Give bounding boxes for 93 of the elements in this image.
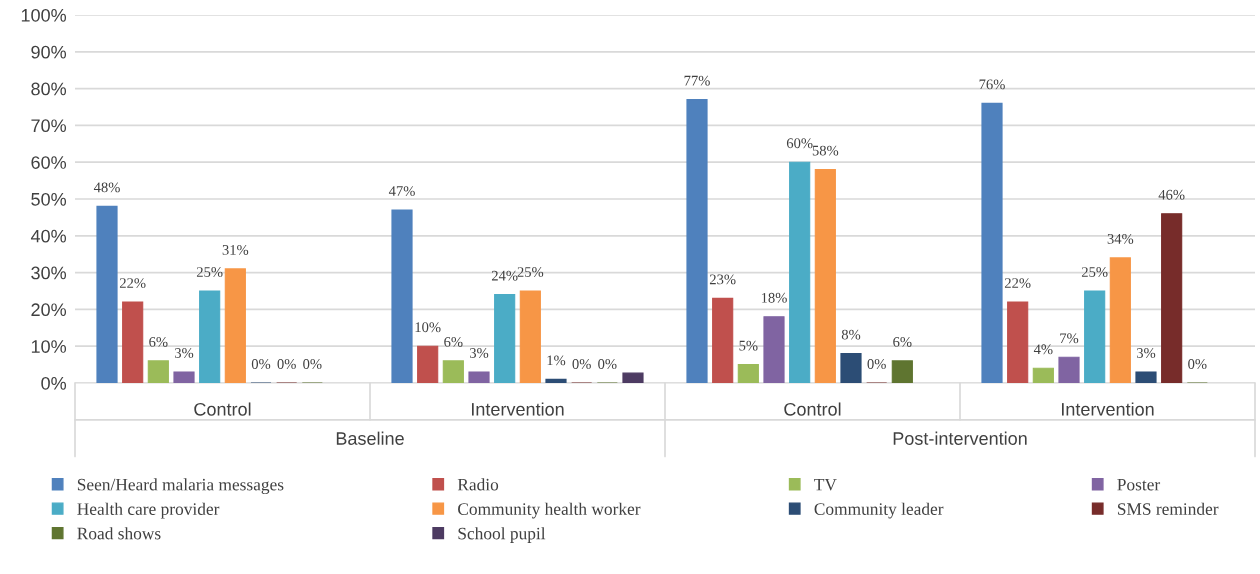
data-label: 24% <box>491 270 518 281</box>
data-label: 31% <box>222 245 249 255</box>
y-tick-label: 40% <box>30 229 67 243</box>
x-tick-label: Control <box>784 402 841 416</box>
y-tick-label: 20% <box>31 303 67 317</box>
text: Post-intervention <box>893 431 1027 445</box>
bar <box>981 102 1003 383</box>
bar <box>468 371 490 383</box>
bar <box>199 290 221 383</box>
y-tick-label: 90% <box>31 45 67 59</box>
data-label: 0% <box>303 359 322 369</box>
bar <box>1084 290 1106 383</box>
data-label: 0% <box>572 359 591 369</box>
bar <box>173 371 195 383</box>
bar <box>622 372 644 383</box>
data-label: 0% <box>867 359 886 369</box>
bar <box>519 290 541 383</box>
legend-label: Community health worker <box>458 502 641 519</box>
bar <box>1007 301 1029 383</box>
x-tick-label: Intervention <box>1062 402 1154 416</box>
bar <box>417 345 439 383</box>
y-tick-label: 60% <box>31 156 67 169</box>
y-tick-label: 30% <box>31 266 67 280</box>
bar <box>96 205 118 383</box>
x-tick-label: Intervention <box>472 402 564 416</box>
data-label: 6% <box>893 337 912 347</box>
data-label: 0% <box>1188 359 1207 369</box>
y-tick-label: 0% <box>41 376 67 390</box>
data-label: 22% <box>1004 278 1031 289</box>
data-label: 3% <box>1136 348 1156 358</box>
data-label: 23% <box>709 274 736 285</box>
data-label: 34% <box>1107 233 1134 244</box>
data-label: 6% <box>149 337 168 347</box>
bar <box>789 161 811 383</box>
y-tick-label: 80% <box>31 82 67 96</box>
bar <box>1135 371 1157 383</box>
data-label: 25% <box>196 267 223 277</box>
data-label: 1% <box>547 355 566 366</box>
data-label: 48% <box>93 182 120 193</box>
bar <box>712 297 734 383</box>
data-label: 6% <box>444 337 463 347</box>
bar <box>494 294 516 383</box>
y-tick-label: 50% <box>31 192 67 206</box>
data-label: 76% <box>979 79 1005 90</box>
legend-label: Road shows <box>77 527 161 540</box>
data-label: 18% <box>761 292 787 303</box>
data-label: 58% <box>812 145 839 156</box>
bar <box>891 360 913 383</box>
bar <box>1161 213 1183 383</box>
legend-label: Seen/Heard malaria messages <box>77 478 284 495</box>
data-label: 47% <box>388 186 415 197</box>
data-label: 10% <box>415 322 441 333</box>
data-label: 3% <box>469 348 489 358</box>
bar <box>686 99 708 383</box>
data-label: 0% <box>598 359 617 369</box>
legend-label: Community leader <box>814 502 944 519</box>
bar <box>147 360 169 383</box>
bar <box>1109 257 1131 383</box>
bar <box>122 301 144 383</box>
y-tick-label: 70% <box>31 119 67 133</box>
text: Baseline <box>336 431 404 445</box>
data-label: 5% <box>739 340 758 351</box>
data-label: 60% <box>786 138 813 149</box>
bar <box>1058 356 1080 383</box>
data-label: 0% <box>251 359 271 369</box>
y-tick-label: 10% <box>31 340 67 353</box>
y-tick-label: 100% <box>21 8 67 22</box>
data-label: 3% <box>174 348 194 358</box>
data-label: 25% <box>1081 267 1108 277</box>
data-label: 7% <box>1060 333 1079 344</box>
bar <box>442 360 464 383</box>
legend-label: TV <box>814 478 837 491</box>
bar <box>224 268 246 383</box>
legend-label: Radio <box>457 478 499 491</box>
bar <box>1032 367 1054 383</box>
data-label: 8% <box>841 329 861 340</box>
data-label: 25% <box>517 267 544 277</box>
data-label: 46% <box>1158 189 1185 200</box>
bar <box>391 209 413 383</box>
data-label: 0% <box>277 359 296 369</box>
bar <box>545 378 567 383</box>
legend-label: SMS reminder <box>1117 502 1219 515</box>
bar <box>840 353 862 383</box>
data-label: 22% <box>119 278 146 289</box>
x-tick-label: Control <box>194 402 251 416</box>
bar <box>737 364 759 383</box>
legend-label: Poster <box>1117 478 1161 491</box>
bar <box>763 316 785 383</box>
legend-label: Health care provider <box>77 502 220 519</box>
legend-label: School pupil <box>458 527 546 543</box>
bar <box>814 169 836 383</box>
data-label: 77% <box>684 75 710 86</box>
data-label: 4% <box>1033 344 1053 355</box>
